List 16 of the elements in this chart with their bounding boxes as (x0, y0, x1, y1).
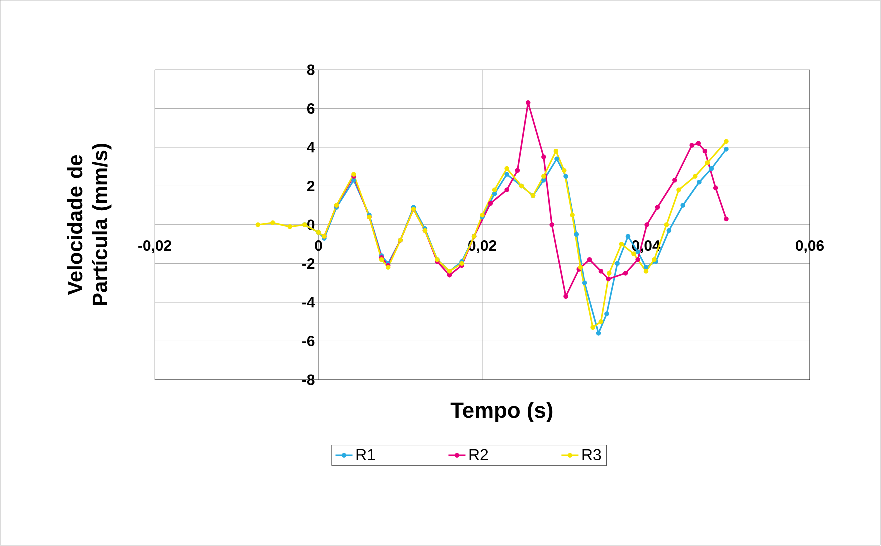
legend-label: R2 (470, 449, 488, 460)
y-axis-title: Velocidade de Partícula (mm/s) (67, 144, 112, 306)
y-tick-label: 6 (307, 103, 315, 114)
x-tick-label: 0,06 (796, 240, 824, 254)
y-tick-label: 4 (307, 142, 316, 153)
y-tick-label: 8 (307, 64, 315, 76)
x-tick-label: -0,02 (138, 240, 172, 254)
legend-label: R1 (356, 449, 376, 460)
legend-label: R3 (582, 449, 602, 461)
y-tick-label: 2 (307, 181, 315, 192)
y-tick-label: -4 (302, 297, 316, 308)
y-tick-label: -6 (302, 336, 315, 347)
y-tick-label: -2 (302, 258, 315, 269)
x-axis-title: Tempo (s) (450, 402, 553, 423)
y-tick-label: -8 (302, 374, 315, 386)
x-tick-label: 0 (315, 240, 322, 252)
